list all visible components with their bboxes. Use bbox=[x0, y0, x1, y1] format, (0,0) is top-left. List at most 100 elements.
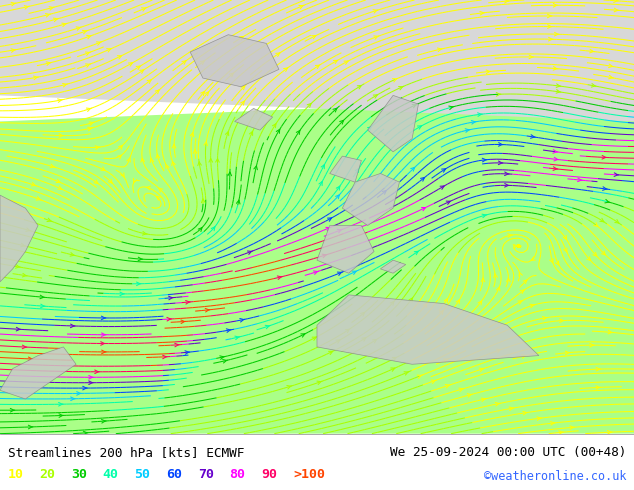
FancyArrowPatch shape bbox=[117, 56, 122, 59]
FancyArrowPatch shape bbox=[220, 356, 224, 359]
FancyArrowPatch shape bbox=[615, 220, 619, 223]
Text: ©weatheronline.co.uk: ©weatheronline.co.uk bbox=[484, 470, 626, 483]
FancyArrowPatch shape bbox=[31, 183, 36, 186]
FancyArrowPatch shape bbox=[390, 301, 394, 305]
FancyArrowPatch shape bbox=[70, 397, 75, 401]
FancyArrowPatch shape bbox=[513, 245, 517, 248]
FancyArrowPatch shape bbox=[287, 386, 292, 389]
FancyArrowPatch shape bbox=[505, 172, 509, 175]
FancyArrowPatch shape bbox=[335, 195, 339, 199]
Polygon shape bbox=[0, 0, 634, 122]
FancyArrowPatch shape bbox=[11, 2, 16, 6]
FancyArrowPatch shape bbox=[543, 317, 547, 320]
FancyArrowPatch shape bbox=[143, 232, 147, 235]
FancyArrowPatch shape bbox=[315, 65, 320, 69]
FancyArrowPatch shape bbox=[299, 5, 304, 9]
FancyArrowPatch shape bbox=[236, 200, 240, 204]
FancyArrowPatch shape bbox=[29, 425, 33, 429]
FancyArrowPatch shape bbox=[101, 342, 105, 345]
FancyArrowPatch shape bbox=[83, 431, 88, 435]
FancyArrowPatch shape bbox=[120, 173, 124, 177]
FancyArrowPatch shape bbox=[138, 257, 143, 261]
Polygon shape bbox=[317, 225, 374, 273]
FancyArrowPatch shape bbox=[336, 186, 340, 190]
Text: 70: 70 bbox=[198, 468, 214, 481]
Text: 10: 10 bbox=[8, 468, 23, 481]
FancyArrowPatch shape bbox=[602, 155, 607, 159]
FancyArrowPatch shape bbox=[172, 145, 176, 148]
FancyArrowPatch shape bbox=[22, 273, 27, 277]
FancyArrowPatch shape bbox=[16, 327, 21, 331]
FancyArrowPatch shape bbox=[422, 207, 425, 211]
FancyArrowPatch shape bbox=[40, 295, 44, 299]
FancyArrowPatch shape bbox=[553, 67, 558, 70]
FancyArrowPatch shape bbox=[498, 161, 503, 165]
FancyArrowPatch shape bbox=[147, 80, 151, 83]
FancyArrowPatch shape bbox=[554, 157, 559, 161]
FancyArrowPatch shape bbox=[607, 431, 612, 434]
FancyArrowPatch shape bbox=[186, 300, 190, 304]
Text: 90: 90 bbox=[261, 468, 277, 481]
FancyArrowPatch shape bbox=[89, 375, 93, 379]
FancyArrowPatch shape bbox=[200, 61, 204, 64]
FancyArrowPatch shape bbox=[319, 182, 322, 186]
Text: We 25-09-2024 00:00 UTC (00+48): We 25-09-2024 00:00 UTC (00+48) bbox=[390, 446, 626, 459]
FancyArrowPatch shape bbox=[22, 345, 27, 349]
Text: >100: >100 bbox=[293, 468, 325, 481]
FancyArrowPatch shape bbox=[614, 0, 618, 2]
FancyArrowPatch shape bbox=[431, 380, 436, 383]
FancyArrowPatch shape bbox=[333, 60, 337, 64]
FancyArrowPatch shape bbox=[15, 265, 20, 268]
FancyArrowPatch shape bbox=[570, 426, 574, 429]
FancyArrowPatch shape bbox=[608, 330, 612, 334]
FancyArrowPatch shape bbox=[553, 167, 558, 171]
FancyArrowPatch shape bbox=[361, 313, 365, 316]
FancyArrowPatch shape bbox=[205, 92, 209, 96]
FancyArrowPatch shape bbox=[420, 177, 425, 181]
FancyArrowPatch shape bbox=[556, 84, 561, 87]
FancyArrowPatch shape bbox=[404, 371, 409, 375]
FancyArrowPatch shape bbox=[101, 316, 106, 320]
FancyArrowPatch shape bbox=[494, 274, 497, 278]
FancyArrowPatch shape bbox=[482, 158, 487, 162]
Text: 20: 20 bbox=[39, 468, 55, 481]
FancyArrowPatch shape bbox=[362, 338, 366, 341]
FancyArrowPatch shape bbox=[205, 308, 210, 312]
FancyArrowPatch shape bbox=[198, 162, 202, 166]
FancyArrowPatch shape bbox=[417, 126, 422, 129]
FancyArrowPatch shape bbox=[522, 355, 527, 358]
FancyArrowPatch shape bbox=[95, 146, 100, 149]
FancyArrowPatch shape bbox=[442, 169, 446, 172]
FancyArrowPatch shape bbox=[312, 337, 316, 341]
FancyArrowPatch shape bbox=[409, 298, 413, 302]
FancyArrowPatch shape bbox=[58, 186, 61, 189]
FancyArrowPatch shape bbox=[520, 290, 524, 294]
FancyArrowPatch shape bbox=[412, 104, 416, 108]
FancyArrowPatch shape bbox=[326, 227, 331, 231]
FancyArrowPatch shape bbox=[482, 214, 487, 218]
FancyArrowPatch shape bbox=[477, 113, 482, 117]
FancyArrowPatch shape bbox=[504, 0, 509, 3]
FancyArrowPatch shape bbox=[523, 280, 527, 284]
FancyArrowPatch shape bbox=[439, 311, 443, 315]
FancyArrowPatch shape bbox=[296, 130, 300, 134]
FancyArrowPatch shape bbox=[136, 66, 140, 70]
FancyArrowPatch shape bbox=[136, 282, 141, 286]
FancyArrowPatch shape bbox=[181, 320, 186, 323]
FancyArrowPatch shape bbox=[87, 127, 93, 131]
FancyArrowPatch shape bbox=[566, 351, 570, 355]
FancyArrowPatch shape bbox=[548, 24, 552, 28]
FancyArrowPatch shape bbox=[479, 368, 484, 371]
FancyArrowPatch shape bbox=[202, 199, 205, 203]
FancyArrowPatch shape bbox=[357, 86, 361, 89]
FancyArrowPatch shape bbox=[352, 271, 356, 274]
FancyArrowPatch shape bbox=[175, 343, 179, 347]
FancyArrowPatch shape bbox=[480, 11, 484, 15]
FancyArrowPatch shape bbox=[328, 218, 332, 221]
FancyArrowPatch shape bbox=[368, 127, 372, 130]
FancyArrowPatch shape bbox=[498, 143, 503, 146]
FancyArrowPatch shape bbox=[228, 172, 231, 176]
FancyArrowPatch shape bbox=[200, 92, 204, 96]
Polygon shape bbox=[317, 295, 539, 364]
FancyArrowPatch shape bbox=[86, 52, 91, 55]
